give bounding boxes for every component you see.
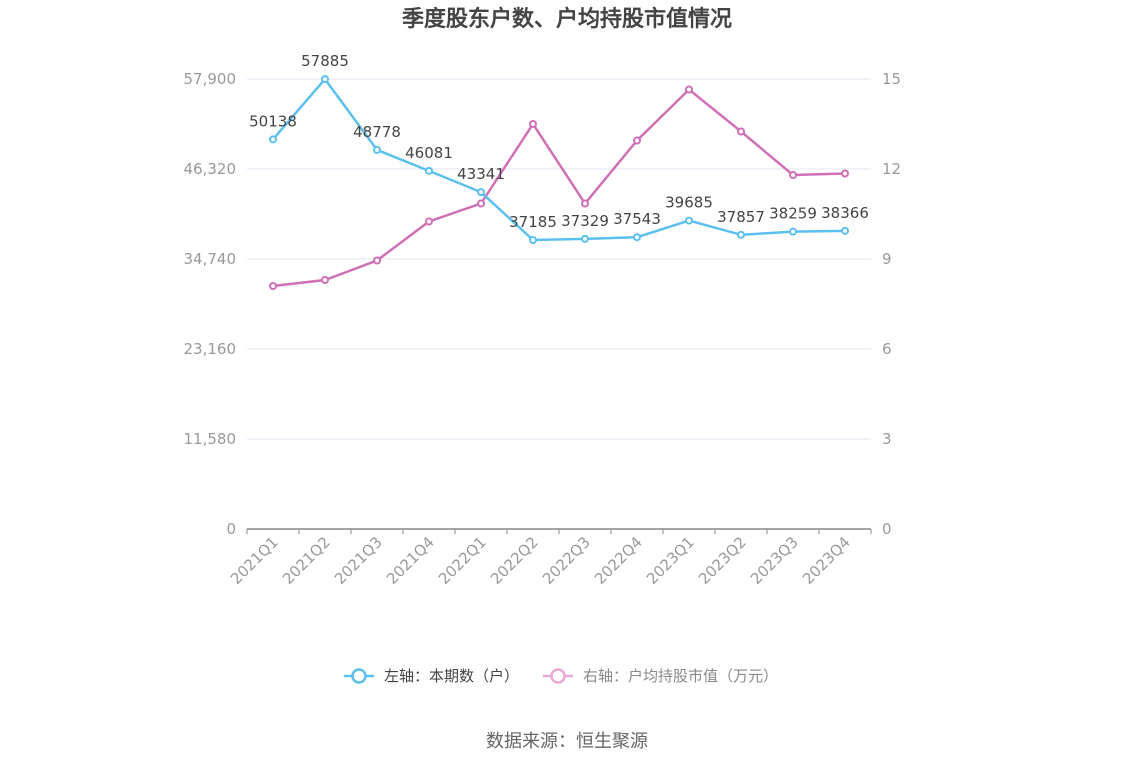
series-right-point[interactable] bbox=[841, 169, 849, 178]
series-left-point[interactable] bbox=[581, 234, 589, 243]
left-tick-label: 34,740 bbox=[184, 250, 237, 268]
legend-left-label: 左轴：本期数（户） bbox=[384, 667, 519, 685]
legend-item-left[interactable]: 左轴：本期数（户） bbox=[344, 667, 519, 685]
series-right-point[interactable] bbox=[269, 282, 277, 290]
series-left bbox=[269, 75, 849, 244]
right-axis-ticks: 0 3 6 9 12 15 bbox=[882, 70, 901, 538]
data-label: 37857 bbox=[717, 208, 765, 226]
source-note: 数据来源：恒生聚源 bbox=[486, 731, 648, 752]
x-tick-label: 2022Q1 bbox=[435, 533, 490, 588]
series-right-point[interactable] bbox=[529, 120, 537, 128]
x-tick-label: 2022Q3 bbox=[539, 533, 594, 588]
series-right-point[interactable] bbox=[581, 199, 589, 208]
data-label: 37329 bbox=[561, 212, 609, 230]
left-axis-ticks: 0 11,580 23,160 34,740 46,320 57,900 bbox=[184, 70, 237, 538]
series-right-point[interactable] bbox=[633, 136, 641, 145]
series-left-point[interactable] bbox=[841, 226, 849, 235]
x-tick-label: 2023Q2 bbox=[695, 533, 750, 588]
series-left-point[interactable] bbox=[685, 216, 693, 225]
series-right-point[interactable] bbox=[477, 199, 485, 208]
data-label: 38366 bbox=[821, 204, 869, 222]
series-left-point[interactable] bbox=[529, 235, 537, 244]
legend-right-label: 右轴：户均持股市值（万元） bbox=[583, 667, 778, 685]
data-label: 50138 bbox=[249, 112, 297, 130]
legend-right-marker bbox=[550, 668, 566, 684]
x-tick-label: 2022Q2 bbox=[487, 533, 542, 588]
series-left-point[interactable] bbox=[321, 75, 329, 84]
left-tick-label: 0 bbox=[226, 520, 236, 538]
x-tick-label: 2023Q3 bbox=[747, 533, 802, 588]
data-label: 57885 bbox=[301, 52, 349, 70]
left-tick-label: 11,580 bbox=[184, 430, 237, 448]
right-tick-label: 3 bbox=[882, 430, 892, 448]
series-left-line bbox=[272, 77, 846, 242]
series-right-point[interactable] bbox=[685, 85, 693, 94]
x-tick-label: 2021Q4 bbox=[383, 533, 438, 588]
left-tick-label: 46,320 bbox=[184, 160, 237, 178]
series-right-point[interactable] bbox=[321, 276, 329, 284]
series-left-point[interactable] bbox=[737, 230, 745, 239]
series-left-point[interactable] bbox=[269, 135, 277, 144]
right-tick-label: 6 bbox=[882, 340, 892, 358]
x-tick-label: 2021Q1 bbox=[227, 533, 282, 588]
grid-lines bbox=[247, 78, 871, 440]
axes bbox=[246, 528, 872, 534]
x-tick-label: 2021Q2 bbox=[279, 533, 334, 588]
data-label: 37185 bbox=[509, 213, 557, 231]
series-right-point[interactable] bbox=[373, 256, 381, 265]
series-right bbox=[269, 85, 849, 290]
right-tick-label: 15 bbox=[882, 70, 901, 88]
series-left-point[interactable] bbox=[373, 145, 381, 154]
series-right-line bbox=[272, 87, 846, 288]
data-label: 43341 bbox=[457, 165, 505, 183]
x-tick-label: 2023Q1 bbox=[643, 533, 698, 588]
data-label: 38259 bbox=[769, 205, 817, 223]
chart-title: 季度股东户数、户均持股市值情况 bbox=[402, 6, 732, 32]
left-tick-label: 57,900 bbox=[184, 70, 237, 88]
x-axis-ticks: 2021Q12021Q22021Q32021Q42022Q12022Q22022… bbox=[227, 533, 854, 588]
series-right-point[interactable] bbox=[789, 171, 797, 179]
right-tick-label: 9 bbox=[882, 250, 892, 268]
x-tick-label: 2022Q4 bbox=[591, 533, 646, 588]
series-left-point[interactable] bbox=[425, 166, 433, 175]
data-label: 48778 bbox=[353, 123, 401, 141]
series-left-point[interactable] bbox=[789, 227, 797, 236]
x-tick-label: 2023Q4 bbox=[799, 533, 854, 588]
right-tick-label: 0 bbox=[882, 520, 892, 538]
legend: 左轴：本期数（户） 右轴：户均持股市值（万元） bbox=[344, 667, 778, 685]
data-label: 46081 bbox=[405, 144, 453, 162]
series-right-point[interactable] bbox=[425, 217, 433, 226]
data-label: 39685 bbox=[665, 194, 713, 212]
left-tick-label: 23,160 bbox=[184, 340, 237, 358]
right-tick-label: 12 bbox=[882, 160, 901, 178]
legend-left-marker bbox=[351, 668, 367, 684]
x-tick-label: 2021Q3 bbox=[331, 533, 386, 588]
series-right-point[interactable] bbox=[737, 127, 745, 136]
series-left-point[interactable] bbox=[633, 233, 641, 242]
legend-item-right[interactable]: 右轴：户均持股市值（万元） bbox=[543, 667, 778, 685]
series-left-point[interactable] bbox=[477, 188, 485, 197]
data-label: 37543 bbox=[613, 210, 661, 228]
